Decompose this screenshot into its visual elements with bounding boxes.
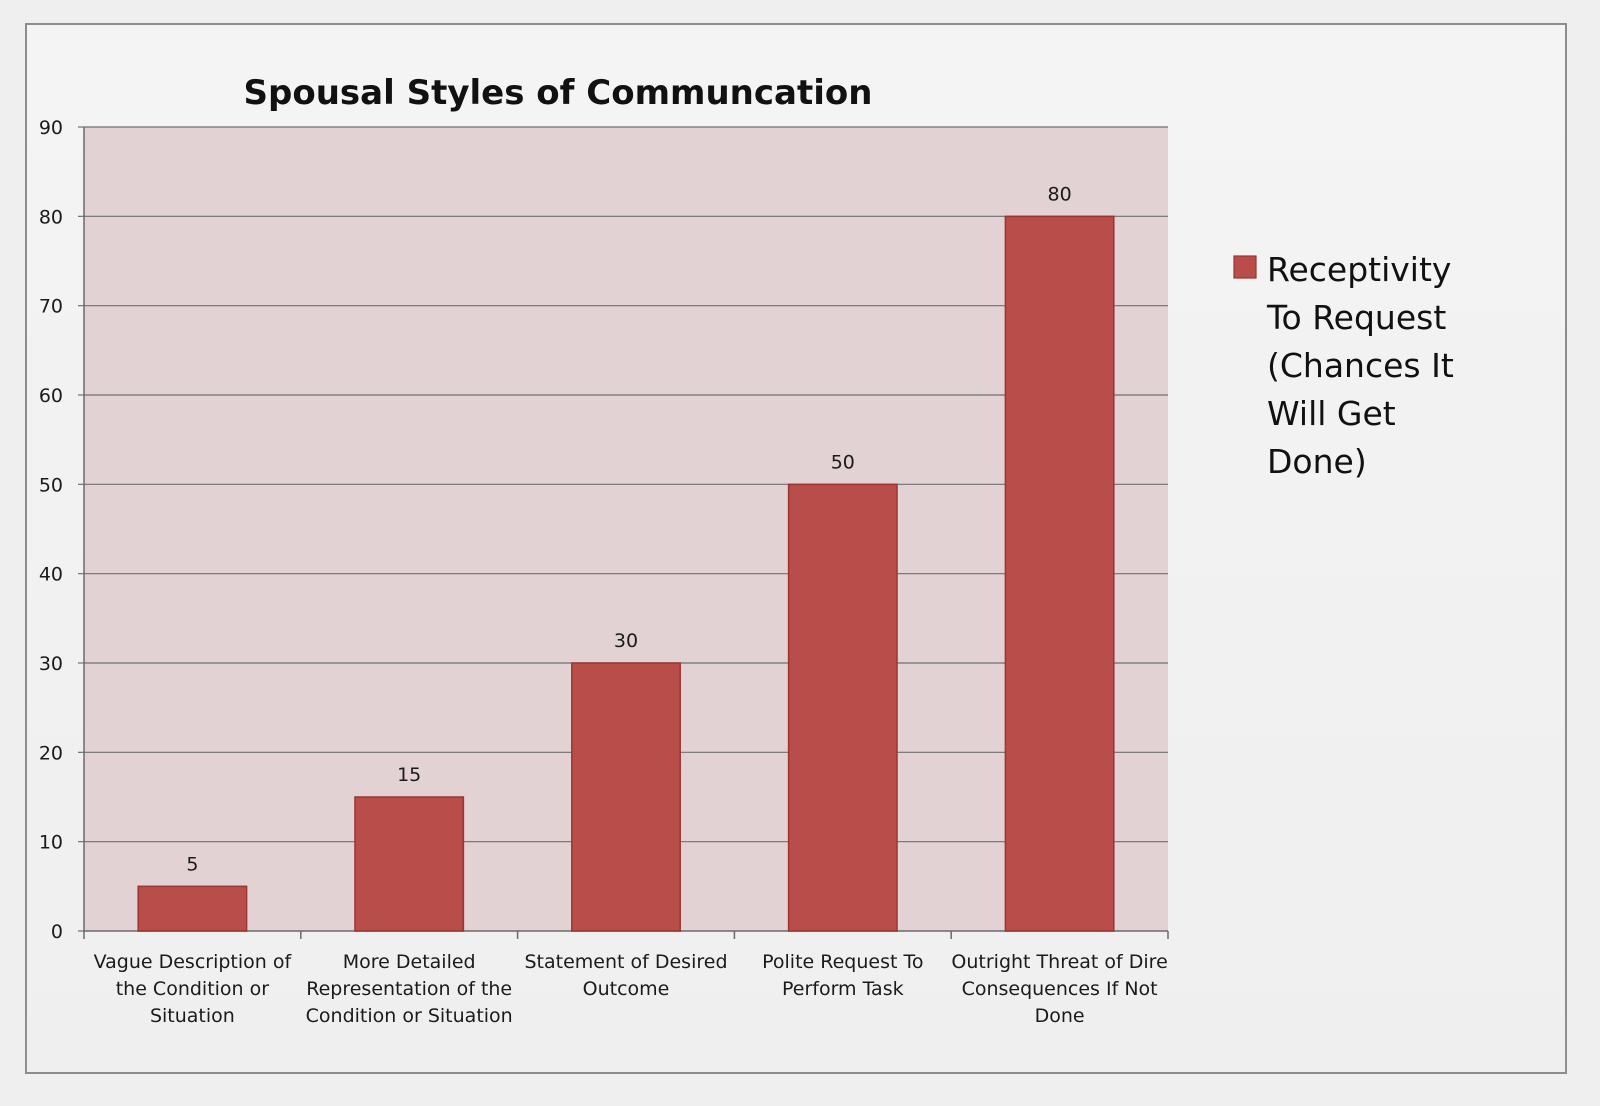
bar-4 [1004, 215, 1115, 932]
data-label-0: 5 [186, 853, 198, 875]
y-tick-label-90: 90 [39, 117, 63, 139]
bar-3 [787, 483, 898, 932]
bar-1 [354, 796, 465, 932]
x-category-label-1-line-1: Representation of the [306, 978, 512, 1000]
y-tick-label-60: 60 [39, 385, 63, 407]
bar-2 [571, 662, 681, 932]
chart-title: Spousal Styles of Communcation [244, 73, 873, 113]
y-tick-label-10: 10 [39, 832, 63, 854]
x-category-label-2-line-0: Statement of Desired [524, 951, 727, 973]
y-tick-label-50: 50 [39, 474, 63, 496]
x-category-label-1-line-2: Condition or Situation [306, 1005, 513, 1027]
legend-swatch [1233, 255, 1257, 279]
legend: Receptivity To Request (Chances It Will Get… [1233, 250, 1454, 481]
data-label-3: 50 [831, 451, 855, 473]
data-label-1: 15 [397, 764, 421, 786]
y-tick-label-0: 0 [51, 921, 63, 943]
y-tick-label-80: 80 [39, 206, 63, 228]
bar-0 [137, 885, 248, 932]
x-category-label-0-line-1: the Condition or [116, 978, 270, 1000]
legend-label-line-2: (Chances It [1267, 346, 1454, 385]
data-label-4: 80 [1048, 183, 1072, 205]
legend-label-line-4: Done) [1267, 442, 1367, 481]
y-tick-label-30: 30 [39, 653, 63, 675]
y-tick-label-70: 70 [39, 296, 63, 318]
y-axis-tick-labels: 0 10 20 30 40 50 60 70 80 90 [39, 117, 63, 943]
x-category-label-2-line-1: Outcome [583, 978, 670, 1000]
legend-label-line-3: Will Get [1267, 394, 1396, 433]
y-tick-label-20: 20 [39, 742, 63, 764]
data-labels: 5 15 30 50 80 [186, 183, 1071, 875]
x-axis-category-labels: Vague Description of the Condition or Situ… [94, 951, 1168, 1027]
x-category-label-4-line-2: Done [1035, 1005, 1085, 1027]
x-category-label-4-line-0: Outright Threat of Dire [951, 951, 1167, 973]
y-tick-label-40: 40 [39, 564, 63, 586]
legend-label-line-0: Receptivity [1267, 250, 1451, 289]
data-label-2: 30 [614, 630, 638, 652]
legend-label-line-1: To Request [1266, 298, 1446, 337]
x-category-label-4-line-1: Consequences If Not [962, 978, 1158, 1000]
x-category-label-3-line-0: Polite Request To [762, 951, 923, 973]
x-category-label-3-line-1: Perform Task [782, 978, 904, 1000]
bars [137, 215, 1115, 932]
x-category-label-1-line-0: More Detailed [343, 951, 476, 973]
x-category-label-0-line-2: Situation [150, 1005, 235, 1027]
x-category-label-0-line-0: Vague Description of [94, 951, 293, 973]
